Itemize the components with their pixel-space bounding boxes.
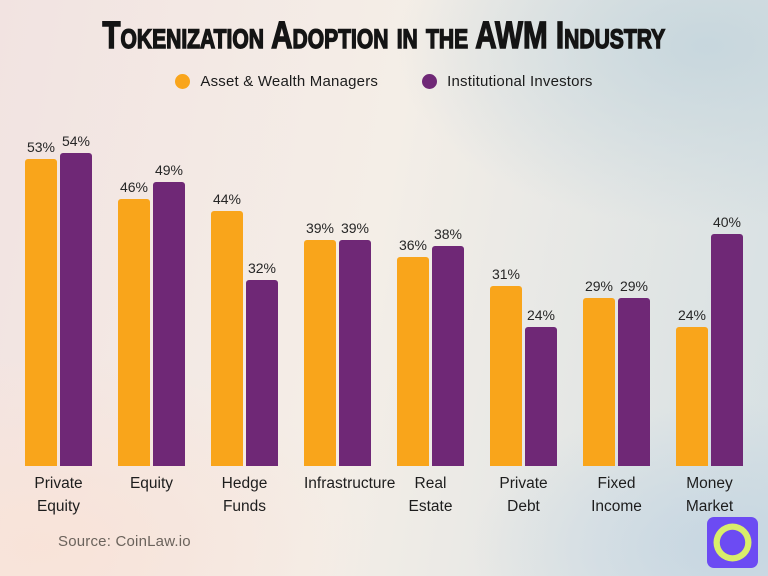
bar	[211, 211, 243, 466]
bar-group: 31% 24%	[490, 266, 557, 466]
bar-column: 38%	[432, 226, 464, 466]
compass-icon	[707, 517, 758, 568]
bar	[583, 298, 615, 466]
bar-column: 53%	[25, 139, 57, 466]
bar-column: 24%	[525, 307, 557, 466]
bar-pair: 44% 32%	[211, 191, 278, 466]
bar-value-label: 44%	[212, 191, 242, 207]
bar-value-label: 53%	[26, 139, 56, 155]
bar-group: 36% 38%	[397, 226, 464, 466]
bar-value-label: 32%	[247, 260, 277, 276]
bar-value-label: 49%	[154, 162, 184, 178]
chart-title-text: Tokenization Adoption in the AWM Industr…	[102, 14, 666, 57]
bar	[525, 327, 557, 466]
bar	[711, 234, 743, 466]
category-label: Real Estate	[408, 475, 453, 515]
bar-group: 24% 40%	[676, 214, 743, 466]
coinlaw-logo	[707, 517, 758, 568]
bar-column: 44%	[211, 191, 243, 466]
bar	[304, 240, 336, 466]
legend: Asset & Wealth Managers Institutional Inv…	[0, 70, 768, 92]
chart-title: Tokenization Adoption in the AWM Industr…	[0, 14, 768, 58]
legend-label: Institutional Investors	[447, 72, 593, 90]
bar-pair: 36% 38%	[397, 226, 464, 466]
bar	[618, 298, 650, 466]
bar-column: 39%	[339, 220, 371, 466]
bar-value-label: 24%	[677, 307, 707, 323]
bar-pair: 29% 29%	[583, 278, 650, 466]
bar-pair: 53% 54%	[25, 133, 92, 466]
bar-value-label: 46%	[119, 179, 149, 195]
bar	[25, 159, 57, 466]
bar-group: 29% 29%	[583, 278, 650, 466]
legend-label: Asset & Wealth Managers	[200, 72, 379, 90]
bar-column: 29%	[583, 278, 615, 466]
bar-value-label: 36%	[398, 237, 428, 253]
legend-item-awm: Asset & Wealth Managers	[175, 73, 378, 90]
bar-column: 29%	[618, 278, 650, 466]
bar-column: 54%	[60, 133, 92, 466]
bar-column: 24%	[676, 307, 708, 466]
legend-dot-icon	[175, 73, 191, 89]
bar-group: 39% 39%	[304, 220, 371, 466]
bar	[118, 199, 150, 466]
chart: 53% 54% 46% 49% 44% 32% 39% 39% 36% 38% 31% 24% 29% 2…	[25, 132, 743, 466]
bar-pair: 46% 49%	[118, 162, 185, 466]
bar-group: 44% 32%	[211, 191, 278, 466]
bar-pair: 24% 40%	[676, 214, 743, 466]
category-label: Equity	[129, 475, 174, 492]
bar	[246, 280, 278, 466]
bar-value-label: 31%	[491, 266, 521, 282]
bar-column: 49%	[153, 162, 185, 466]
bars-row: 53% 54% 46% 49% 44% 32% 39% 39% 36% 38% 31% 24% 29% 2…	[25, 132, 743, 466]
category-label: Hedge Funds	[221, 475, 268, 515]
bar-value-label: 54%	[61, 133, 91, 149]
bar-value-label: 29%	[619, 278, 649, 294]
legend-dot-icon	[422, 73, 438, 89]
bar	[60, 153, 92, 466]
bar	[490, 286, 522, 466]
bar-pair: 31% 24%	[490, 266, 557, 466]
bar-group: 46% 49%	[118, 162, 185, 466]
bar-value-label: 29%	[584, 278, 614, 294]
bar	[676, 327, 708, 466]
bar-value-label: 24%	[526, 307, 556, 323]
bar-group: 53% 54%	[25, 133, 92, 466]
bar-value-label: 39%	[340, 220, 370, 236]
bar	[339, 240, 371, 466]
bar-value-label: 40%	[712, 214, 742, 230]
category-label: Private Debt	[499, 475, 548, 515]
bar-column: 32%	[246, 260, 278, 466]
category-label: Money Market	[685, 475, 734, 515]
bar-column: 40%	[711, 214, 743, 466]
category-label: Private Equity	[34, 475, 83, 515]
bar-pair: 39% 39%	[304, 220, 371, 466]
category-label: Infrastructure	[304, 475, 396, 492]
bar	[397, 257, 429, 466]
source-credit: Source: CoinLaw.io	[58, 533, 191, 550]
bar	[153, 182, 185, 466]
bar	[432, 246, 464, 466]
category-label: Fixed Income	[591, 475, 642, 515]
bar-column: 31%	[490, 266, 522, 466]
category-labels-row: Private Equity Equity Hedge Funds Infrastruct…	[25, 472, 743, 518]
bar-column: 39%	[304, 220, 336, 466]
legend-item-institutional: Institutional Investors	[422, 73, 593, 90]
bar-column: 46%	[118, 179, 150, 466]
bar-value-label: 38%	[433, 226, 463, 242]
bar-value-label: 39%	[305, 220, 335, 236]
bar-column: 36%	[397, 237, 429, 466]
